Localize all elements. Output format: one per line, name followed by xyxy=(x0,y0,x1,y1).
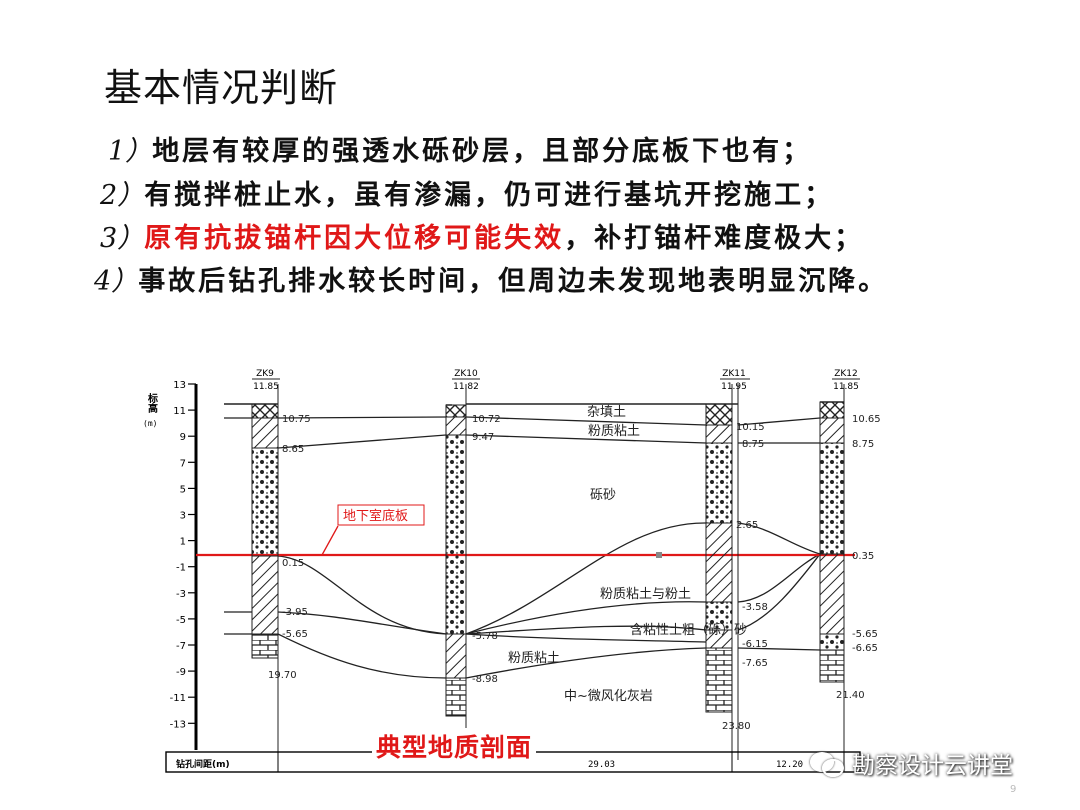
zk12-layer-top: 0.35 xyxy=(852,551,874,562)
point-4-text: 事故后钻孔排水较长时间，但周边未发现地表明显沉降。 xyxy=(138,266,889,297)
stratum-label: 含粘性土粗（砾）砂 xyxy=(630,622,747,638)
elevation-tick-label: -9 xyxy=(176,667,186,678)
elevation-tick-label: 7 xyxy=(180,458,186,469)
slide-title: 基本情况判断 xyxy=(104,66,339,110)
elevation-tick-label: -11 xyxy=(170,693,186,704)
stratum-boundaries xyxy=(224,416,821,679)
point-3-red-text: 原有抗拔锚杆因大位移可能失效 xyxy=(144,223,565,254)
zk9-layer-top: -5.65 xyxy=(282,629,308,640)
spacing-value: 12.20 xyxy=(776,760,803,770)
elevation-tick-label: 9 xyxy=(180,432,186,443)
elevation-tick-label: 3 xyxy=(180,511,186,522)
zk11-layer-top: -6.15 xyxy=(742,639,768,650)
boundary-gravel-bottom-right xyxy=(465,522,821,635)
zk9-ground: 11.85 xyxy=(253,382,279,392)
basement-floor-label: 地下室底板 xyxy=(343,508,408,524)
point-1-number: 1） xyxy=(108,136,153,167)
page-number: 9 xyxy=(1010,784,1016,795)
section-caption: 典型地质剖面 xyxy=(372,728,537,764)
zk12-bottom: 21.40 xyxy=(836,690,865,701)
elevation-tick-label: -3 xyxy=(176,589,186,600)
axis-title: 标高 xyxy=(146,392,159,414)
marker-square xyxy=(656,552,662,558)
boundary-silt-bottom xyxy=(465,553,821,635)
borehole-zk10 xyxy=(445,384,467,760)
elevation-ticks: 13 11 9 7 5 3 1 -1 -3 -5 -7 -9 -11 -13 xyxy=(170,380,196,730)
zk10-layer-top: -5.78 xyxy=(472,631,498,642)
zk9-layer-top: 10.75 xyxy=(282,414,311,425)
stratum-label: 砾砂 xyxy=(590,488,616,503)
elevation-tick-label: 11 xyxy=(173,406,186,417)
stratum-label: 粉质粘土与粉土 xyxy=(600,587,691,602)
borehole-zk11 xyxy=(705,384,739,760)
point-4-number: 4） xyxy=(94,266,139,297)
elevation-tick-label: -13 xyxy=(170,719,186,730)
boundary-zk9-silty-clay xyxy=(224,611,447,635)
point-4: 4）事故后钻孔排水较长时间，但周边未发现地表明显沉降。 xyxy=(94,262,888,302)
point-2: 2）有搅拌桩止水，虽有渗漏，仍可进行基坑开挖施工； xyxy=(100,176,834,216)
zk11-layer-top: 10.15 xyxy=(736,422,765,433)
boundary-silty-clay-bottom xyxy=(277,434,820,449)
boundary-lower-clay xyxy=(465,633,707,643)
stratum-label: 粉质粘土 xyxy=(508,651,560,666)
zk10-layer-top: -8.98 xyxy=(472,674,498,685)
elevation-tick-label: 13 xyxy=(173,380,186,391)
basement-floor-label-box xyxy=(337,504,425,526)
zk10-layer-top: 10.72 xyxy=(472,414,501,425)
spacing-row-label: 钻孔间距(m) xyxy=(176,758,230,770)
zk12-ground: 11.85 xyxy=(833,382,859,392)
ground-surface xyxy=(224,401,844,406)
zk11-id: ZK11 xyxy=(722,369,746,379)
zk9-layer-top: 8.65 xyxy=(282,444,304,455)
elevation-tick-label: -1 xyxy=(176,563,186,574)
spacing-value: 29.03 xyxy=(588,760,615,770)
elevation-tick-label: -7 xyxy=(176,641,186,652)
zk10-ground: 11.82 xyxy=(453,382,479,392)
zk12-layer-top: -6.65 xyxy=(852,643,878,654)
zk9-id: ZK9 xyxy=(256,369,274,379)
zk9-layer-top: -3.95 xyxy=(282,607,308,618)
zk10-id: ZK10 xyxy=(454,369,478,379)
stratum-label: 中~微风化灰岩 xyxy=(564,689,653,704)
wechat-icon xyxy=(808,748,846,778)
point-3-number: 3） xyxy=(100,223,145,254)
watermark-text: 勘察设计云讲堂 xyxy=(852,753,1013,779)
stratum-label: 杂填土 xyxy=(587,405,626,420)
axis-unit: (m) xyxy=(143,419,157,428)
zk9-layer-top: 0.15 xyxy=(282,558,304,569)
zk10-layer-top: 9.47 xyxy=(472,432,494,443)
point-3: 3）原有抗拔锚杆因大位移可能失效，补打锚杆难度极大； xyxy=(100,219,864,259)
zk11-layer-top: 8.75 xyxy=(742,439,764,450)
zk11-layer-top: 2.65 xyxy=(736,520,758,531)
zk11-layer-top: -3.58 xyxy=(742,602,768,613)
borehole-zk9 xyxy=(251,384,279,760)
elevation-tick-label: 5 xyxy=(180,484,186,495)
zk11-layer-top: -7.65 xyxy=(742,658,768,669)
zk11-bottom: 23.80 xyxy=(722,721,751,732)
elevation-tick-label: 1 xyxy=(180,537,186,548)
point-1: 1）地层有较厚的强透水砾砂层，且部分底板下也有； xyxy=(108,132,812,172)
zk9-bottom: 19.70 xyxy=(268,670,297,681)
borehole-zk12 xyxy=(819,384,845,760)
zk12-layer-top: 10.65 xyxy=(852,414,881,425)
point-1-text: 地层有较厚的强透水砾砂层，且部分底板下也有； xyxy=(152,136,813,167)
point-3-text: ，补打锚杆难度极大； xyxy=(564,223,865,254)
zk12-id: ZK12 xyxy=(834,369,858,379)
zk11-ground: 11.95 xyxy=(721,382,747,392)
point-2-text: 有搅拌桩止水，虽有渗漏，仍可进行基坑开挖施工； xyxy=(144,180,835,211)
boundary-limestone-top xyxy=(224,633,821,679)
zk12-layer-top: -5.65 xyxy=(852,629,878,640)
stratum-label: 粉质粘土 xyxy=(588,424,640,439)
boundary-coarse-sand-bottom xyxy=(465,553,821,635)
point-2-number: 2） xyxy=(100,180,145,211)
elevation-tick-label: -5 xyxy=(176,615,186,626)
basement-floor-leader xyxy=(321,525,339,556)
watermark: 勘察设计云讲堂 xyxy=(808,746,1013,780)
zk12-layer-top: 8.75 xyxy=(852,439,874,450)
boundary-fill-bottom xyxy=(277,416,821,426)
